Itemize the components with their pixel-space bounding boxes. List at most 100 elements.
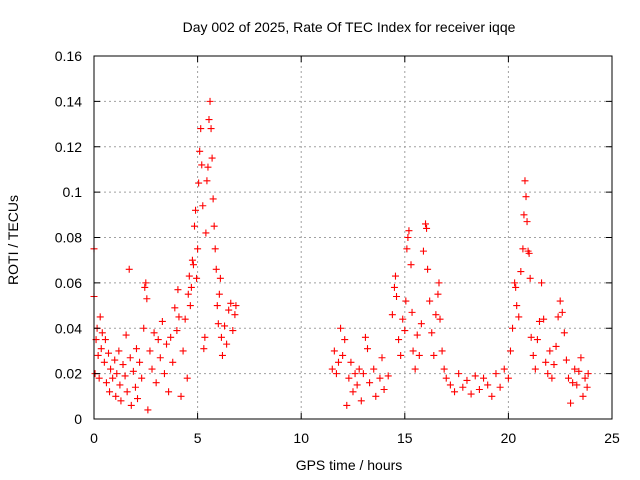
data-point bbox=[211, 245, 219, 253]
data-point bbox=[193, 274, 201, 282]
data-point bbox=[134, 395, 142, 403]
data-point bbox=[581, 374, 589, 382]
data-point bbox=[584, 370, 592, 378]
data-point bbox=[428, 329, 436, 337]
x-axis-label: GPS time / hours bbox=[296, 457, 403, 473]
data-point bbox=[357, 397, 365, 405]
axis-ticks: 0 5 10 15 20 25 0 0.02 0.04 0.06 0.08 0.1 0.12 0.14 0.… bbox=[55, 48, 620, 446]
data-point bbox=[215, 290, 223, 298]
data-point bbox=[463, 376, 471, 384]
data-point bbox=[122, 331, 130, 339]
data-point bbox=[197, 125, 205, 133]
data-point bbox=[455, 370, 463, 378]
y-tick-label: 0.02 bbox=[55, 366, 82, 382]
data-point bbox=[529, 351, 537, 359]
data-point bbox=[144, 406, 152, 414]
data-point bbox=[401, 327, 409, 335]
data-point bbox=[552, 342, 560, 350]
data-point bbox=[158, 317, 166, 325]
data-point bbox=[432, 311, 440, 319]
data-point bbox=[185, 272, 193, 280]
data-points bbox=[90, 97, 592, 414]
data-point bbox=[131, 383, 139, 391]
grid-lines bbox=[94, 56, 612, 419]
data-point bbox=[355, 365, 363, 373]
data-point bbox=[198, 161, 206, 169]
data-point bbox=[408, 308, 416, 316]
data-point bbox=[177, 392, 185, 400]
data-point bbox=[554, 313, 562, 321]
data-point bbox=[184, 290, 192, 298]
data-point bbox=[527, 333, 535, 341]
data-point bbox=[511, 279, 519, 287]
data-point bbox=[535, 317, 543, 325]
data-point bbox=[407, 261, 415, 269]
data-point bbox=[556, 297, 564, 305]
data-point bbox=[189, 261, 197, 269]
data-point bbox=[94, 351, 102, 359]
data-point bbox=[390, 283, 398, 291]
data-point bbox=[156, 354, 164, 362]
data-point bbox=[533, 336, 541, 344]
data-point bbox=[160, 370, 168, 378]
data-point bbox=[127, 401, 135, 409]
data-point bbox=[209, 195, 217, 203]
data-point bbox=[152, 379, 160, 387]
x-tick-label: 5 bbox=[194, 430, 202, 446]
data-point bbox=[186, 302, 194, 310]
data-point bbox=[579, 392, 587, 400]
data-point bbox=[434, 290, 442, 298]
data-point bbox=[227, 299, 235, 307]
data-point bbox=[205, 116, 213, 124]
data-point bbox=[361, 333, 369, 341]
data-point bbox=[571, 365, 579, 373]
data-point bbox=[165, 388, 173, 396]
data-point bbox=[192, 206, 200, 214]
data-point bbox=[526, 274, 534, 282]
data-point bbox=[199, 202, 207, 210]
data-point bbox=[422, 220, 430, 228]
data-point bbox=[538, 279, 546, 287]
data-point bbox=[419, 247, 427, 255]
data-point bbox=[112, 392, 120, 400]
data-point bbox=[380, 386, 388, 394]
data-point bbox=[467, 390, 475, 398]
data-point bbox=[577, 354, 585, 362]
data-point bbox=[424, 265, 432, 273]
data-point bbox=[378, 354, 386, 362]
x-tick-label: 25 bbox=[604, 430, 620, 446]
data-point bbox=[126, 354, 134, 362]
data-point bbox=[105, 349, 113, 357]
data-point bbox=[109, 374, 117, 382]
data-point bbox=[339, 351, 347, 359]
data-point bbox=[200, 345, 208, 353]
data-point bbox=[183, 374, 191, 382]
data-point bbox=[560, 329, 568, 337]
data-point bbox=[132, 345, 140, 353]
data-point bbox=[136, 358, 144, 366]
data-point bbox=[125, 265, 133, 273]
data-point bbox=[95, 374, 103, 382]
data-point bbox=[513, 302, 521, 310]
data-point bbox=[411, 365, 419, 373]
data-point bbox=[195, 179, 203, 187]
data-point bbox=[402, 297, 410, 305]
data-point bbox=[217, 333, 225, 341]
data-point bbox=[446, 381, 454, 389]
data-point bbox=[399, 315, 407, 323]
data-point bbox=[546, 347, 554, 355]
data-point bbox=[171, 304, 179, 312]
data-point bbox=[150, 329, 158, 337]
data-point bbox=[141, 283, 149, 291]
data-point bbox=[525, 249, 533, 257]
data-point bbox=[417, 320, 425, 328]
data-point bbox=[436, 315, 444, 323]
data-point bbox=[129, 367, 137, 375]
y-tick-label: 0.1 bbox=[63, 184, 83, 200]
data-point bbox=[349, 388, 357, 396]
data-point bbox=[558, 308, 566, 316]
y-tick-label: 0.14 bbox=[55, 93, 82, 109]
data-point bbox=[190, 222, 198, 230]
data-point bbox=[207, 125, 215, 133]
data-point bbox=[169, 358, 177, 366]
